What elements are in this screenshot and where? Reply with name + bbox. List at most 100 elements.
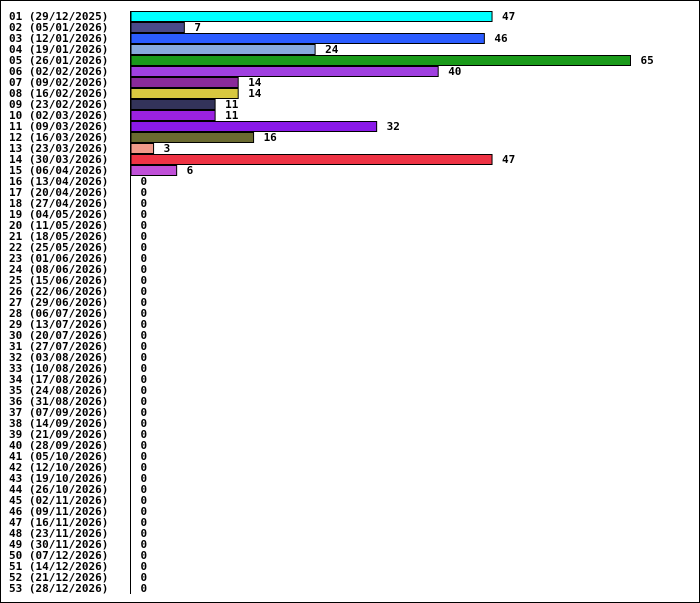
bar (130, 154, 493, 165)
category-label: 37 (07/09/2026) (9, 406, 108, 419)
category-label: 34 (17/08/2026) (9, 373, 108, 386)
bar (130, 44, 316, 55)
value-label: 0 (141, 197, 148, 210)
value-label: 0 (141, 186, 148, 199)
value-label: 0 (141, 362, 148, 375)
value-label: 14 (248, 87, 262, 100)
category-label: 30 (20/07/2026) (9, 329, 108, 342)
category-label: 25 (15/06/2026) (9, 274, 108, 287)
category-label: 26 (22/06/2026) (9, 285, 108, 298)
category-label: 27 (29/06/2026) (9, 296, 108, 309)
bar (130, 121, 378, 132)
value-label: 0 (141, 318, 148, 331)
bar (130, 66, 439, 77)
category-label: 40 (28/09/2026) (9, 439, 108, 452)
bar (130, 77, 239, 88)
category-label: 01 (29/12/2025) (9, 10, 108, 23)
value-labels: 4774624654014141111321634760000000000000… (141, 10, 654, 595)
category-label: 29 (13/07/2026) (9, 318, 108, 331)
value-label: 0 (141, 560, 148, 573)
value-label: 0 (141, 219, 148, 232)
bar (130, 55, 631, 66)
value-label: 0 (141, 230, 148, 243)
category-label: 13 (23/03/2026) (9, 142, 108, 155)
bar (130, 88, 239, 99)
value-label: 7 (194, 21, 201, 34)
category-label: 19 (04/05/2026) (9, 208, 108, 221)
value-label: 0 (141, 450, 148, 463)
bar (130, 99, 216, 110)
category-label: 53 (28/12/2026) (9, 582, 108, 595)
category-label: 12 (16/03/2026) (9, 131, 108, 144)
category-label: 14 (30/03/2026) (9, 153, 108, 166)
category-label: 11 (09/03/2026) (9, 120, 108, 133)
value-label: 0 (141, 384, 148, 397)
value-label: 6 (187, 164, 194, 177)
bar (130, 165, 178, 176)
value-label: 46 (494, 32, 508, 45)
category-label: 05 (26/01/2026) (9, 54, 108, 67)
value-label: 11 (225, 98, 239, 111)
value-label: 0 (141, 417, 148, 430)
category-label: 24 (08/06/2026) (9, 263, 108, 276)
value-label: 47 (502, 10, 515, 23)
category-label: 44 (26/10/2026) (9, 483, 108, 496)
value-label: 16 (264, 131, 278, 144)
value-label: 0 (141, 175, 148, 188)
value-label: 65 (641, 54, 654, 67)
value-label: 0 (141, 549, 148, 562)
category-label: 17 (20/04/2026) (9, 186, 108, 199)
value-label: 3 (164, 142, 171, 155)
value-label: 0 (141, 351, 148, 364)
value-label: 0 (141, 494, 148, 507)
value-label: 0 (141, 538, 148, 551)
bar (130, 33, 485, 44)
category-label: 16 (13/04/2026) (9, 175, 108, 188)
category-label: 23 (01/06/2026) (9, 252, 108, 265)
bar (130, 110, 216, 121)
category-label: 03 (12/01/2026) (9, 32, 108, 45)
value-label: 0 (141, 428, 148, 441)
category-label: 21 (18/05/2026) (9, 230, 108, 243)
category-label: 42 (12/10/2026) (9, 461, 108, 474)
category-label: 02 (05/01/2026) (9, 21, 108, 34)
category-label: 18 (27/04/2026) (9, 197, 108, 210)
category-label: 36 (31/08/2026) (9, 395, 108, 408)
value-label: 0 (141, 571, 148, 584)
value-label: 11 (225, 109, 239, 122)
category-label: 04 (19/01/2026) (9, 43, 108, 56)
category-label: 39 (21/09/2026) (9, 428, 108, 441)
category-label: 47 (16/11/2026) (9, 516, 108, 529)
category-label: 08 (16/02/2026) (9, 87, 108, 100)
value-label: 0 (141, 439, 148, 452)
value-label: 0 (141, 461, 148, 474)
value-label: 0 (141, 252, 148, 265)
category-labels: 01 (29/12/2025)02 (05/01/2026)03 (12/01/… (9, 10, 108, 595)
category-label: 32 (03/08/2026) (9, 351, 108, 364)
value-label: 0 (141, 274, 148, 287)
value-label: 0 (141, 582, 148, 595)
category-label: 28 (06/07/2026) (9, 307, 108, 320)
category-label: 35 (24/08/2026) (9, 384, 108, 397)
value-label: 40 (448, 65, 461, 78)
value-label: 0 (141, 296, 148, 309)
value-label: 0 (141, 340, 148, 353)
category-label: 52 (21/12/2026) (9, 571, 108, 584)
value-label: 24 (325, 43, 339, 56)
bar (130, 22, 185, 33)
value-label: 0 (141, 285, 148, 298)
category-label: 10 (02/03/2026) (9, 109, 108, 122)
value-label: 32 (387, 120, 400, 133)
category-label: 09 (23/02/2026) (9, 98, 108, 111)
category-label: 48 (23/11/2026) (9, 527, 108, 540)
category-label: 41 (05/10/2026) (9, 450, 108, 463)
value-label: 0 (141, 307, 148, 320)
value-label: 0 (141, 241, 148, 254)
value-label: 0 (141, 208, 148, 221)
bar (130, 132, 255, 143)
category-label: 49 (30/11/2026) (9, 538, 108, 551)
value-label: 0 (141, 329, 148, 342)
category-label: 50 (07/12/2026) (9, 549, 108, 562)
